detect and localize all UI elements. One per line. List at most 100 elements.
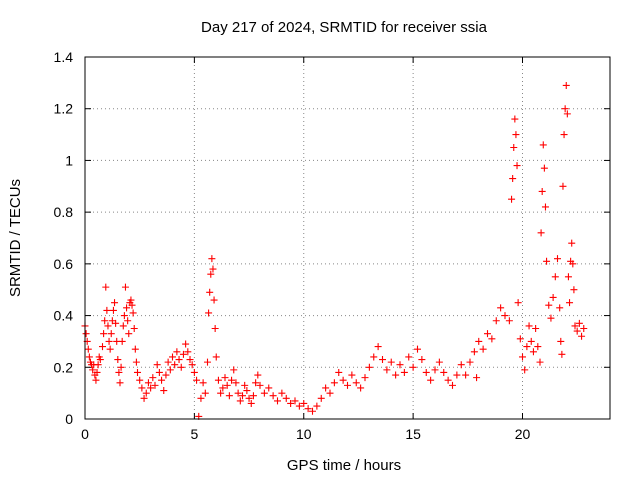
data-point <box>182 340 190 348</box>
data-point <box>539 141 547 149</box>
data-point <box>521 366 529 374</box>
data-point <box>243 387 251 395</box>
data-point <box>449 381 456 389</box>
data-point <box>571 322 579 330</box>
tick-layer: 0 5 10 15 20 0 0.2 0.4 0.6 0.8 1 1.2 1.4 <box>54 49 610 442</box>
data-point <box>205 309 213 317</box>
data-point <box>219 384 227 392</box>
data-point <box>115 368 123 376</box>
data-point <box>160 387 168 395</box>
data-point <box>177 363 185 371</box>
data-point <box>105 337 113 345</box>
data-point <box>344 381 351 389</box>
data-point <box>569 260 577 268</box>
data-point <box>124 317 132 325</box>
data-point <box>184 348 192 356</box>
data-point <box>252 379 260 387</box>
data-point <box>99 343 106 351</box>
data-point <box>357 384 365 392</box>
data-point <box>383 366 391 374</box>
data-point <box>89 366 97 374</box>
data-point <box>210 296 218 304</box>
data-point <box>545 301 553 309</box>
data-point <box>414 345 421 353</box>
data-point <box>309 407 316 415</box>
data-point <box>554 255 561 263</box>
data-point <box>93 368 101 376</box>
data-point <box>171 361 179 369</box>
data-point <box>497 304 505 312</box>
data-point <box>291 397 299 405</box>
data-point <box>462 371 470 379</box>
data-point <box>560 131 568 139</box>
data-point <box>234 389 242 397</box>
data-point <box>100 330 108 338</box>
data-point <box>96 356 104 364</box>
data-point <box>295 402 303 410</box>
data-point <box>405 353 413 361</box>
data-point <box>228 376 236 384</box>
data-point <box>370 353 378 361</box>
data-point <box>352 379 360 387</box>
data-point <box>128 301 136 309</box>
data-point <box>104 322 112 330</box>
x-axis-label: GPS time / hours <box>287 457 401 474</box>
data-point <box>106 345 114 353</box>
data-point <box>188 361 196 369</box>
data-point <box>138 384 146 392</box>
y-tick-label: 0.6 <box>54 256 74 272</box>
data-point <box>206 288 214 296</box>
data-point <box>313 402 321 410</box>
data-point <box>142 389 150 397</box>
data-point <box>479 345 487 353</box>
data-point <box>527 337 535 345</box>
data-point <box>204 358 211 366</box>
y-tick-label: 1.4 <box>54 49 74 65</box>
data-point <box>217 389 225 397</box>
data-point <box>144 379 152 387</box>
data-point <box>578 332 586 340</box>
data-point <box>570 286 578 294</box>
data-point <box>119 322 127 330</box>
data-point <box>212 353 220 361</box>
data-point <box>551 273 559 281</box>
data-point <box>568 239 576 247</box>
data-point <box>230 366 238 374</box>
data-point <box>127 296 135 304</box>
data-point <box>409 363 417 371</box>
data-point <box>536 358 544 366</box>
data-point <box>509 175 517 183</box>
data-point <box>549 293 557 301</box>
data-point <box>287 399 295 407</box>
data-point <box>173 348 181 356</box>
data-point <box>190 368 198 376</box>
data-point <box>435 358 443 366</box>
y-tick-label: 0.2 <box>54 359 74 375</box>
data-point <box>209 265 217 273</box>
data-point <box>140 394 148 402</box>
chart-title: Day 217 of 2024, SRMTID for receiver ssi… <box>201 19 488 36</box>
data-point <box>543 257 551 265</box>
data-point <box>207 270 215 278</box>
data-point <box>564 273 572 281</box>
y-tick-label: 0 <box>65 411 73 427</box>
data-point <box>562 81 570 89</box>
data-point <box>118 337 126 345</box>
data-point <box>111 299 119 307</box>
data-point <box>155 368 163 376</box>
data-point <box>317 394 325 402</box>
data-point <box>239 392 246 400</box>
data-point <box>523 343 531 351</box>
data-point <box>193 376 201 384</box>
data-point <box>265 384 273 392</box>
data-point <box>440 368 448 376</box>
data-point <box>300 399 308 407</box>
grid-layer <box>85 57 610 419</box>
x-tick-label: 5 <box>190 426 198 442</box>
data-point <box>501 312 509 320</box>
data-point <box>427 376 435 384</box>
data-point <box>201 389 209 397</box>
data-point <box>361 374 369 382</box>
data-point <box>199 379 207 387</box>
data-point <box>573 327 581 335</box>
